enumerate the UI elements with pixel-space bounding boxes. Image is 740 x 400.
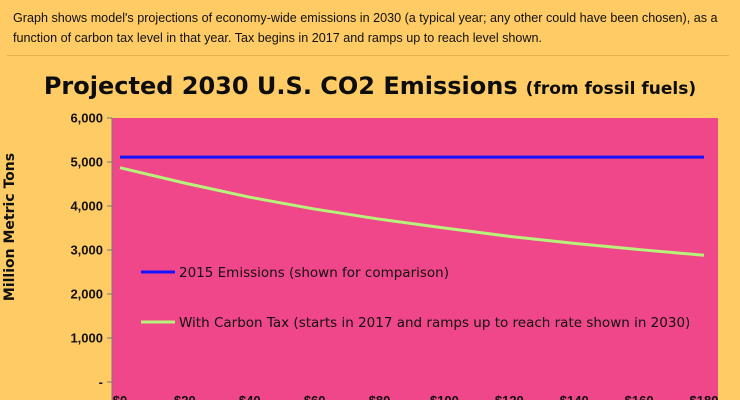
- chart-caption: Graph shows model's projections of econo…: [7, 6, 729, 56]
- y-tick-label: 1,000: [70, 331, 103, 346]
- legend-2015-emissions-label: 2015 Emissions (shown for comparison): [179, 265, 449, 281]
- y-tick-label: 3,000: [70, 243, 103, 258]
- x-tick-label: $180: [690, 393, 719, 400]
- y-tick-label: 5,000: [70, 155, 103, 170]
- x-tick-label: $40: [239, 393, 261, 400]
- x-tick-label: $160: [625, 393, 654, 400]
- x-tick-label: $80: [369, 393, 391, 400]
- x-tick-label: $60: [304, 393, 326, 400]
- legend-carbon-tax-label: With Carbon Tax (starts in 2017 and ramp…: [179, 315, 690, 331]
- series-carbon-tax-line: [119, 166, 705, 257]
- y-tick-label: 6,000: [70, 111, 103, 126]
- chart-title: Projected 2030 U.S. CO2 Emissions (from f…: [0, 72, 740, 100]
- x-tick-label: $140: [560, 393, 589, 400]
- x-tick-label: $20: [174, 393, 196, 400]
- y-tick-label: 4,000: [70, 199, 103, 214]
- chart-title-main: Projected 2030 U.S. CO2 Emissions: [43, 72, 518, 100]
- chart-subtitle: (from fossil fuels): [525, 79, 697, 99]
- x-tick-label: $0: [113, 393, 127, 400]
- x-tick-label: $100: [430, 393, 459, 400]
- y-tick-label: 2,000: [70, 287, 103, 302]
- x-tick-label: $120: [495, 393, 524, 400]
- plot-area: [112, 118, 718, 400]
- y-tick-label: -: [99, 375, 103, 390]
